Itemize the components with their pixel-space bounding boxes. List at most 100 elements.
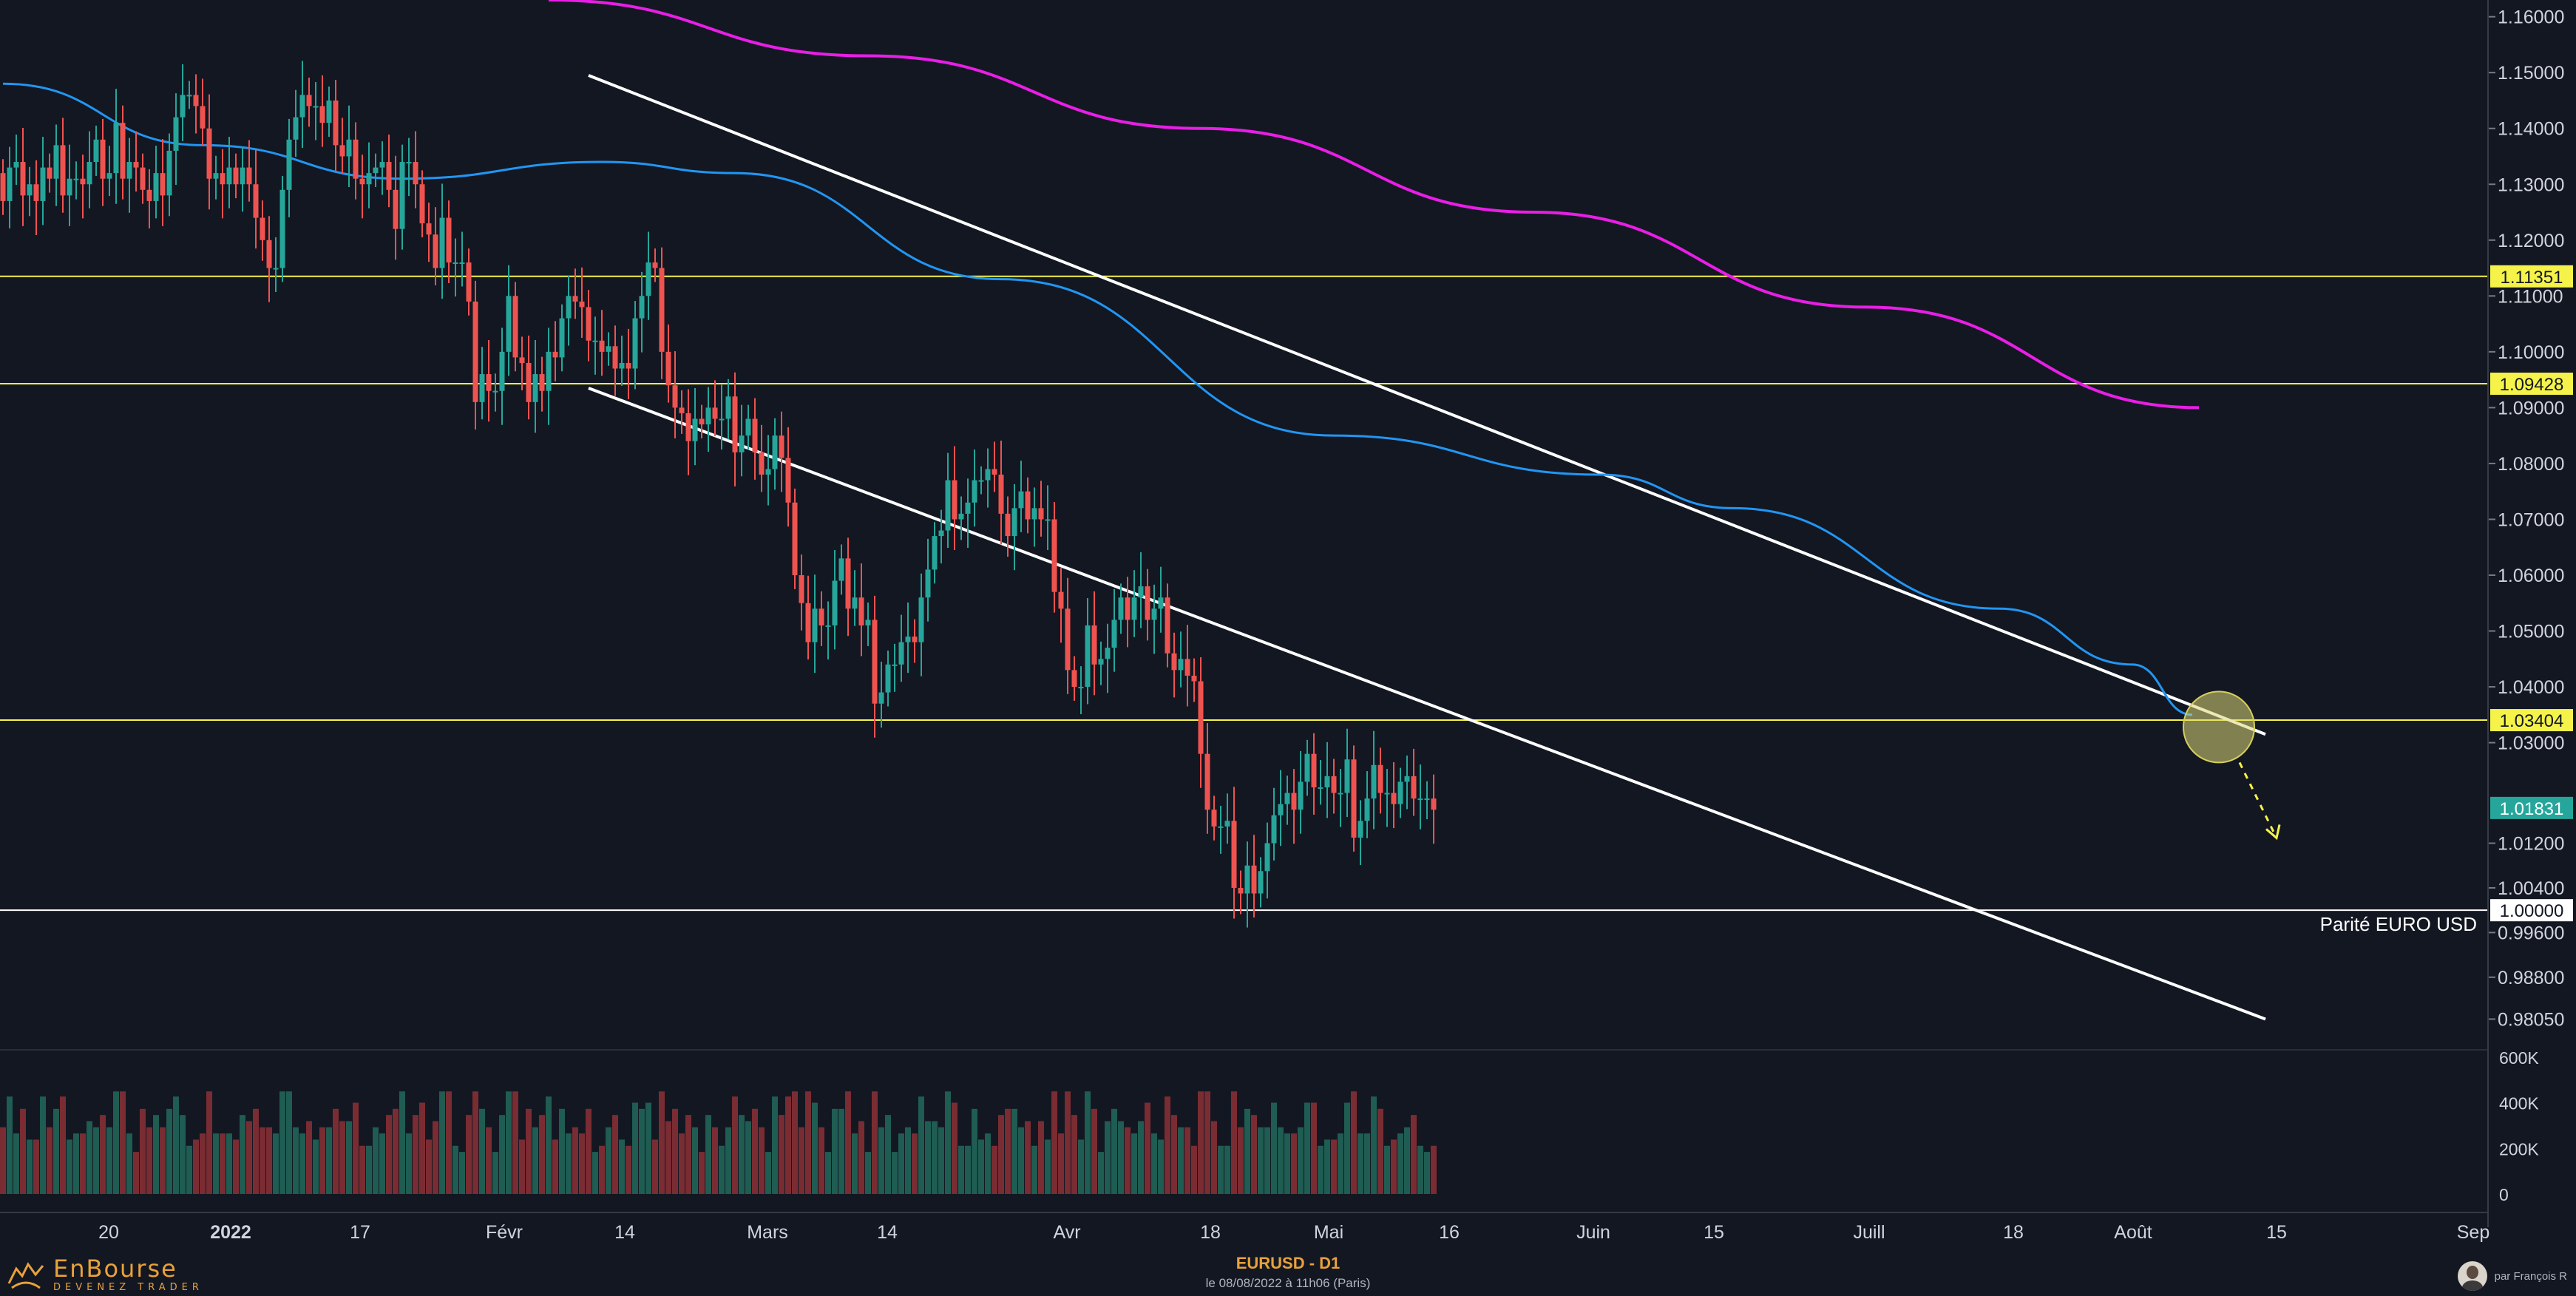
candle-body: [639, 296, 645, 319]
candle-body: [479, 374, 485, 402]
volume-bar: [978, 1139, 984, 1194]
candle-body: [1045, 519, 1051, 521]
candle-body: [433, 234, 438, 268]
candle-body: [359, 178, 365, 185]
volume-bar: [220, 1133, 226, 1194]
volume-bar: [459, 1152, 465, 1194]
volume-bar: [1338, 1133, 1343, 1194]
candle-body: [1284, 793, 1290, 804]
candle-body: [499, 351, 505, 391]
candle-body: [812, 608, 818, 642]
candle-body: [299, 95, 305, 118]
candle-body: [985, 469, 991, 481]
volume-bar: [739, 1115, 745, 1194]
volume-bar: [1058, 1133, 1064, 1194]
volume-bar: [433, 1121, 438, 1194]
volume-bar: [113, 1091, 119, 1194]
volume-bar: [472, 1091, 478, 1194]
candle-body: [825, 625, 831, 627]
enbourse-logo[interactable]: EnBourse DEVENEZ TRADER: [6, 1257, 203, 1292]
volume-bar: [53, 1108, 59, 1194]
volume-bar: [373, 1127, 379, 1194]
author-name: par François R: [2494, 1269, 2567, 1283]
volume-bar: [759, 1127, 765, 1194]
candle-body: [1351, 759, 1357, 838]
volume-bar: [519, 1139, 525, 1194]
volume-bar: [140, 1108, 146, 1194]
candle-body: [539, 374, 545, 391]
candle-body: [645, 262, 651, 296]
candle-body: [1111, 620, 1117, 648]
candle-body: [186, 95, 192, 97]
candle-body: [705, 407, 711, 425]
candle-body: [1018, 491, 1024, 509]
volume-bar: [1011, 1108, 1017, 1194]
candle-body: [998, 475, 1004, 514]
candle-body: [293, 117, 299, 140]
volume-bar: [972, 1108, 977, 1194]
candle-body: [765, 469, 771, 475]
candle-body: [532, 374, 538, 402]
candle-body: [1331, 776, 1337, 793]
candle-body: [1138, 586, 1144, 598]
candle-body: [353, 139, 359, 179]
price-tick-label: 1.10000: [2498, 342, 2564, 363]
volume-bar: [912, 1133, 918, 1194]
candle-body: [260, 217, 265, 240]
volume-bar: [73, 1133, 79, 1194]
candle-body: [612, 346, 618, 369]
time-tick-label: 2022: [210, 1222, 251, 1243]
candle-body: [53, 145, 59, 179]
volume-bar: [279, 1091, 285, 1194]
candle-body: [60, 145, 66, 196]
candle-body: [566, 296, 572, 319]
time-tick-label: Mai: [1314, 1222, 1343, 1243]
candle-body: [1038, 508, 1044, 520]
candle-body: [606, 346, 611, 352]
volume-bar: [785, 1096, 791, 1194]
volume-bar: [260, 1127, 265, 1194]
candle-body: [87, 162, 92, 185]
candle-body: [1344, 759, 1350, 793]
candle-body: [226, 167, 232, 185]
candle-body: [1191, 675, 1197, 682]
volume-bar: [246, 1121, 252, 1194]
volume-bar: [998, 1115, 1004, 1194]
candle-body: [799, 574, 804, 603]
volume-bar: [512, 1091, 518, 1194]
candle-body: [1358, 821, 1363, 838]
candle-body: [1318, 787, 1323, 789]
candle-body: [679, 407, 685, 413]
lower-trendline: [588, 387, 2266, 1021]
candle-body: [279, 189, 285, 268]
candle-body: [286, 139, 292, 190]
volume-bar: [705, 1115, 711, 1194]
volume-bar: [27, 1139, 33, 1194]
time-tick-label: 15: [1704, 1222, 1724, 1243]
candle-body: [93, 139, 99, 163]
candle-body: [665, 351, 671, 386]
candle-body: [1431, 798, 1437, 810]
volume-bar: [1091, 1108, 1097, 1194]
candle-body: [446, 217, 452, 262]
volume-bar: [60, 1096, 66, 1194]
candle-body: [1364, 798, 1370, 821]
candle-body: [1298, 781, 1304, 810]
candle-body: [1424, 798, 1430, 801]
candle-body: [47, 167, 52, 179]
time-tick-label: Sep: [2457, 1222, 2489, 1243]
parity-annotation: Parité EURO USD: [2320, 913, 2477, 935]
candle-body: [572, 296, 578, 302]
candle-body: [1411, 776, 1417, 799]
volume-bar: [1377, 1108, 1383, 1194]
candle-body: [193, 95, 199, 106]
volume-bar: [166, 1108, 172, 1194]
breakout-circle: [2183, 691, 2255, 764]
time-tick-label: Juill: [1853, 1222, 1885, 1243]
volume-bar: [805, 1091, 811, 1194]
volume-bar: [226, 1133, 232, 1194]
level-price-label: 1.09428: [2500, 375, 2564, 395]
candle-body: [173, 117, 179, 151]
volume-bar: [379, 1133, 385, 1194]
candle-body: [233, 167, 239, 185]
